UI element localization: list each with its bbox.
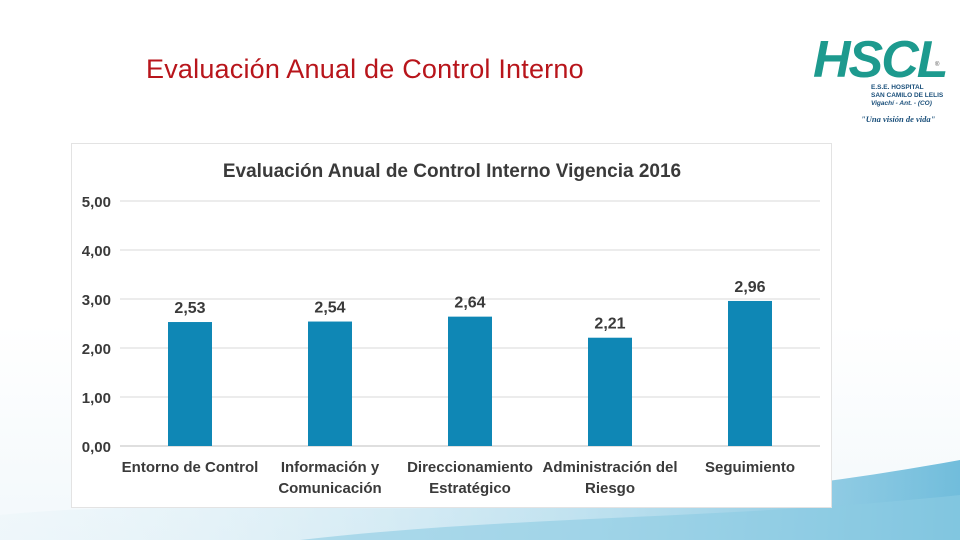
logo-line-2: SAN CAMILO DE LELIS [871,92,944,99]
y-tick-label: 0,00 [82,439,111,456]
x-tick-label: Administración del [542,459,677,476]
logo-line-1: E.S.E. HOSPITAL [871,84,924,91]
data-label: 2,54 [314,300,345,317]
registered-mark: ® [935,62,940,68]
hospital-logo: HSCL ® E.S.E. HOSPITAL SAN CAMILO DE LEL… [805,28,949,132]
x-tick-label: Información y [281,459,380,476]
bar [448,316,492,446]
x-tick-label: Seguimiento [705,459,795,476]
decorative-wave [0,460,960,540]
data-label: 2,53 [174,300,205,317]
logo-line-3: Vigachí - Ant. - (CO) [871,100,932,107]
slide-title: Evaluación Anual de Control Interno [146,54,584,84]
y-tick-label: 5,00 [82,194,111,211]
x-tick-label: Direccionamiento [407,459,533,476]
bar [168,322,212,446]
y-tick-label: 3,00 [82,292,111,309]
data-label: 2,96 [734,279,765,296]
logo-letters: HSCL [813,31,949,89]
bar [588,337,632,446]
y-axis-ticks: 0,00 1,00 2,00 3,00 4,00 5,00 [82,194,111,456]
chart-panel: Evaluación Anual de Control Interno Vige… [71,143,832,508]
y-tick-label: 4,00 [82,243,111,260]
x-tick-label: Estratégico [429,480,511,497]
bars [168,300,772,446]
x-tick-label: Comunicación [278,480,381,497]
y-tick-label: 1,00 [82,390,111,407]
bar [308,321,352,446]
data-label: 2,64 [454,295,485,312]
data-label: 2,21 [594,316,625,333]
x-tick-label: Entorno de Control [122,459,259,476]
bar-chart: Evaluación Anual de Control Interno Vige… [82,161,820,497]
bar [728,300,772,446]
logo-slogan: "Una visión de vida" [861,114,936,124]
data-labels: 2,53 2,54 2,64 2,21 2,96 [174,279,765,333]
chart-title: Evaluación Anual de Control Interno Vige… [223,161,681,182]
y-tick-label: 2,00 [82,341,111,358]
x-tick-label: Riesgo [585,480,635,497]
x-axis-ticks: Entorno de Control Información y Comunicac… [122,459,795,497]
